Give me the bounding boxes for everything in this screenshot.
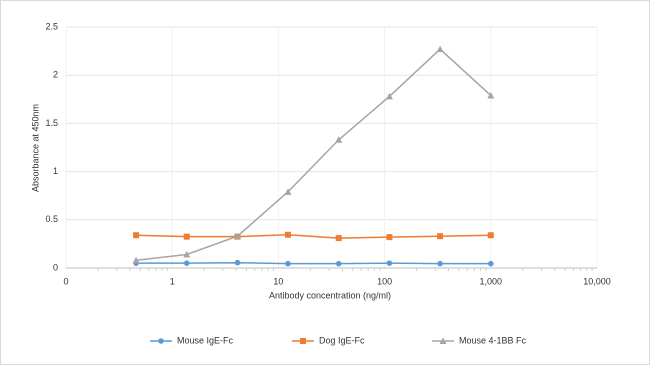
data-point [437, 233, 444, 240]
series-line [136, 261, 491, 265]
data-point [183, 251, 191, 258]
y-tick-label: 0 [53, 262, 58, 272]
y-tick-label: 1 [53, 166, 58, 176]
data-point [487, 91, 495, 99]
series-line [136, 233, 491, 239]
data-point [133, 232, 140, 239]
data-point [386, 234, 393, 241]
legend-label: Dog IgE-Fc [319, 335, 365, 345]
data-point [335, 260, 342, 267]
data-point [488, 260, 494, 267]
y-axis-label: Absorbance at 450nm [30, 104, 40, 192]
data-point [436, 45, 444, 53]
y-tick-label: 2 [53, 70, 58, 80]
legend-marker [439, 337, 447, 344]
y-tick-label: 2.5 [45, 21, 58, 31]
data-point [183, 233, 190, 240]
data-point [132, 256, 140, 264]
x-tick-label: 100 [377, 276, 392, 286]
data-point [437, 260, 443, 267]
data-point [335, 136, 343, 143]
y-tick-label: 1.5 [45, 118, 58, 128]
data-point [183, 260, 190, 266]
legend-label: Mouse 4-1BB Fc [459, 335, 527, 345]
x-axis-label: Antibody concentration (ng/ml) [269, 290, 391, 300]
legend-label: Mouse IgE-Fc [177, 335, 234, 345]
data-point [386, 260, 393, 266]
legend-marker [300, 338, 306, 344]
data-point [234, 259, 241, 266]
x-tick-label: 1,000 [480, 276, 503, 286]
data-point [487, 232, 494, 239]
data-point [284, 188, 292, 195]
x-tick-label: 1 [170, 276, 175, 286]
data-point [335, 235, 342, 242]
x-tick-label: 10,000 [583, 276, 611, 286]
data-point [385, 92, 393, 100]
legend-marker [158, 338, 164, 344]
data-point [285, 260, 291, 267]
data-point [234, 232, 242, 240]
y-tick-label: 0.5 [45, 214, 58, 224]
x-tick-label: 0 [63, 276, 68, 286]
x-tick-label: 10 [273, 276, 283, 286]
series-line [135, 48, 492, 262]
data-point [284, 231, 291, 238]
